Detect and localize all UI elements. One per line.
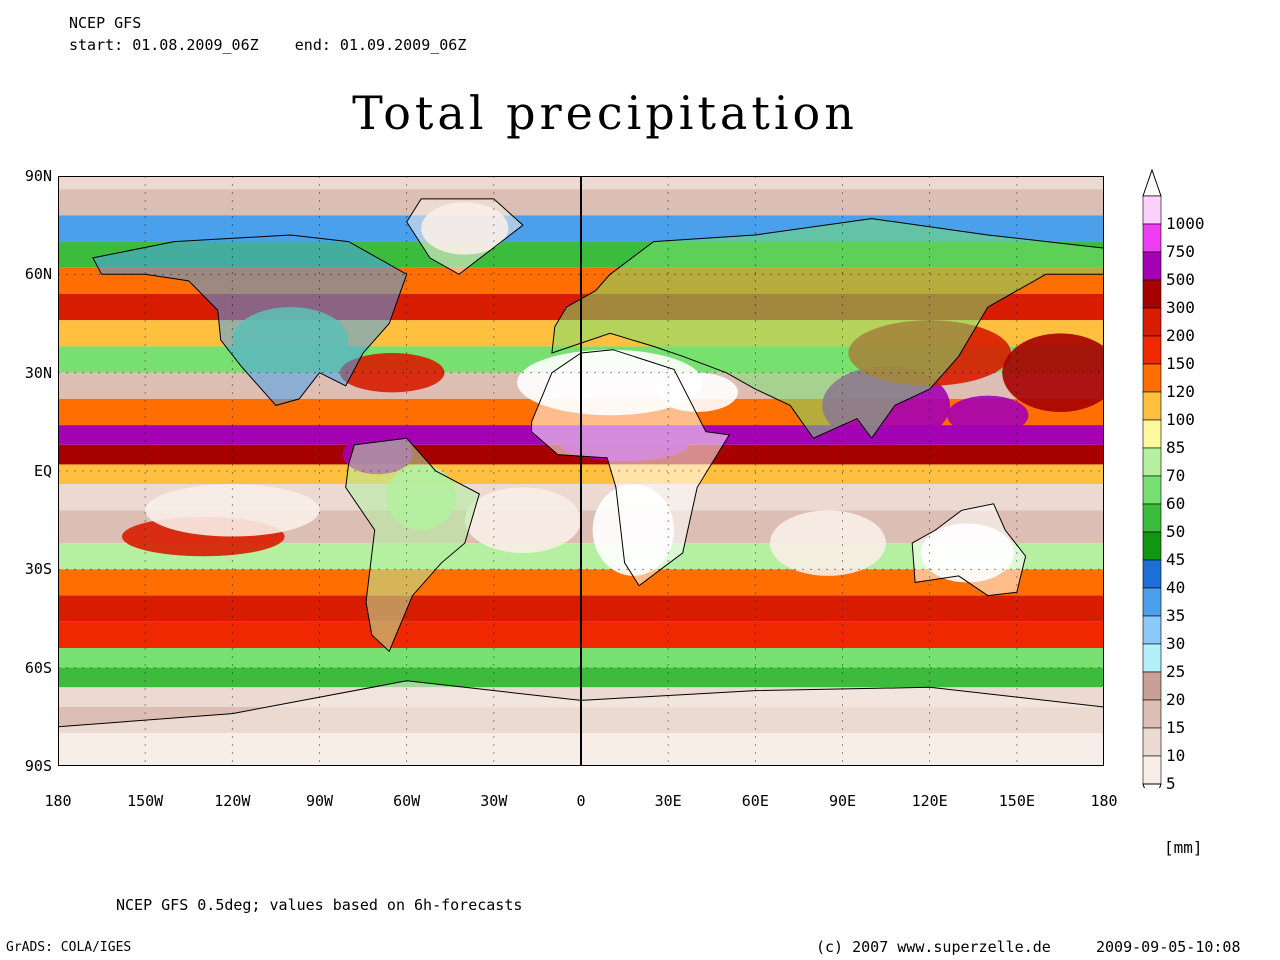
legend-swatch-50 <box>1142 503 1162 533</box>
copyright-text: (c) 2007 www.superzelle.de <box>816 938 1051 956</box>
precip-cell-13 <box>145 484 320 537</box>
legend-level-label: 5 <box>1166 774 1176 793</box>
lat-tick-label: 90S <box>24 757 52 775</box>
lat-tick-label: 60S <box>24 658 52 677</box>
lon-tick-label: 120E <box>911 792 948 810</box>
legend-swatch-70 <box>1142 447 1162 477</box>
legend-level-label: 750 <box>1166 242 1195 261</box>
legend-swatch-100 <box>1142 391 1162 421</box>
lon-tick-label: 150W <box>127 792 164 810</box>
legend-level-label: 150 <box>1166 354 1195 373</box>
legend-swatch-60 <box>1142 475 1162 505</box>
legend-swatch-30 <box>1142 615 1162 645</box>
legend-swatch-500 <box>1142 251 1162 281</box>
lon-tick-label: 60W <box>393 792 421 810</box>
legend-swatch-25 <box>1142 643 1162 673</box>
land-australia <box>911 503 1027 597</box>
land-north-america <box>92 234 408 406</box>
lon-tick-label: 120W <box>214 792 251 810</box>
lon-tick-label: 180 <box>44 792 72 810</box>
unit-label: [mm] <box>1164 838 1203 857</box>
data-source-note: NCEP GFS 0.5deg; values based on 6h-fore… <box>116 896 523 914</box>
legend-level-label: 70 <box>1166 466 1186 485</box>
model-label: NCEP GFS <box>69 14 142 32</box>
precip-cell-3 <box>1002 333 1104 412</box>
legend-min-arrow <box>1142 783 1162 788</box>
lon-tick-label: 150E <box>998 792 1035 810</box>
lat-tick-label: 30N <box>24 363 52 382</box>
legend-level-label: 60 <box>1166 494 1186 513</box>
legend-level-label: 1000 <box>1166 214 1205 233</box>
grid-lines <box>58 176 1104 766</box>
precip-cell-15 <box>769 510 887 576</box>
legend-level-label: 120 <box>1166 382 1195 401</box>
period-label: start: 01.08.2009_06Z end: 01.09.2009_06… <box>69 36 467 54</box>
software-credit: GrADS: COLA/IGES <box>6 940 132 955</box>
legend-swatch-10 <box>1142 727 1162 757</box>
timestamp: 2009-09-05-10:08 <box>1096 938 1241 956</box>
lon-tick-label: 30W <box>480 792 508 810</box>
lon-tick-label: 0 <box>576 792 586 810</box>
precipitation-map <box>58 176 1104 766</box>
legend-level-label: 40 <box>1166 578 1186 597</box>
legend-level-label: 100 <box>1166 410 1195 429</box>
legend-level-label: 200 <box>1166 326 1195 345</box>
legend-level-label: 50 <box>1166 522 1186 541</box>
lon-tick-label: 90W <box>305 792 334 810</box>
legend-swatch-750 <box>1142 223 1162 253</box>
page-title: Total precipitation <box>352 86 858 140</box>
legend-level-label: 300 <box>1166 298 1195 317</box>
lat-tick-label: EQ <box>33 462 52 480</box>
lon-tick-label: 180 <box>1090 792 1118 810</box>
legend-swatch-150 <box>1142 335 1162 365</box>
lat-tick-label: 30S <box>24 560 52 579</box>
legend-swatch-35 <box>1142 587 1162 617</box>
precip-cell-6 <box>339 353 445 393</box>
legend-level-label: 45 <box>1166 550 1186 569</box>
legend-swatch-200 <box>1142 307 1162 337</box>
lat-tick-label: 60N <box>24 265 52 284</box>
legend-swatch-40 <box>1142 559 1162 589</box>
legend-level-label: 10 <box>1166 746 1186 765</box>
legend-swatch-120 <box>1142 363 1162 393</box>
precip-cell-14 <box>464 487 581 553</box>
legend-level-label: 30 <box>1166 634 1186 653</box>
precip-cell-1 <box>947 395 1029 435</box>
legend-swatch-45 <box>1142 531 1162 561</box>
legend-swatch-300 <box>1142 279 1162 309</box>
land-south-america <box>345 437 480 653</box>
legend-swatch-5 <box>1142 755 1162 785</box>
legend-swatch-1000 <box>1142 195 1162 225</box>
land-eurasia <box>551 218 1104 440</box>
legend-level-label: 15 <box>1166 718 1186 737</box>
lon-tick-label: 30E <box>654 792 682 810</box>
legend-level-label: 20 <box>1166 690 1186 709</box>
legend-level-label: 85 <box>1166 438 1186 457</box>
legend-level-label: 500 <box>1166 270 1195 289</box>
legend-swatch-15 <box>1142 699 1162 729</box>
color-legend <box>1142 168 1162 788</box>
legend-max-arrow <box>1142 168 1162 197</box>
legend-swatch-20 <box>1142 671 1162 701</box>
lon-tick-label: 60E <box>741 792 769 810</box>
legend-swatch-85 <box>1142 419 1162 449</box>
map-canvas <box>58 176 1104 766</box>
lat-tick-label: 90N <box>24 167 52 185</box>
legend-level-label: 25 <box>1166 662 1186 681</box>
lon-tick-label: 90E <box>828 792 857 810</box>
legend-level-label: 35 <box>1166 606 1186 625</box>
